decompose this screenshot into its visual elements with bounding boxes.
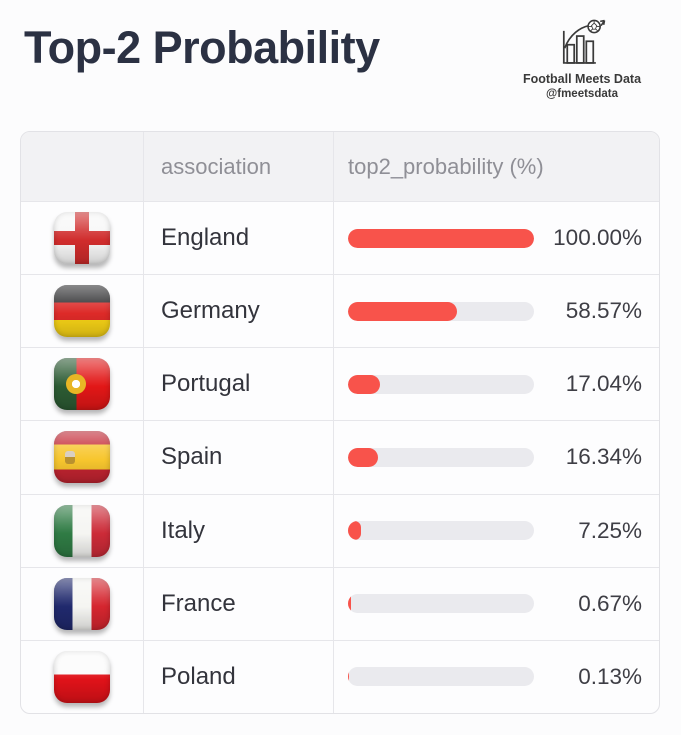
- flag-cell: [21, 494, 144, 567]
- header-association-column: association: [144, 132, 334, 201]
- table-row-germany: Germany 58.57%: [21, 274, 659, 348]
- probability-value: 16.34%: [565, 444, 642, 470]
- brand-handle: @fmeetsdata: [546, 88, 618, 100]
- poland-flag-icon: [54, 650, 110, 703]
- table-row-poland: Poland 0.13%: [21, 639, 659, 713]
- association-cell: Italy: [144, 494, 334, 567]
- association-name: Italy: [161, 516, 206, 544]
- probability-bar-track: [348, 301, 534, 321]
- flag-cell: [21, 348, 144, 421]
- probability-bar-fill: [348, 301, 457, 321]
- probability-bar-fill: [348, 594, 351, 614]
- probability-bar-fill: [348, 447, 379, 467]
- association-name: Germany: [161, 297, 260, 325]
- probability-value: 0.13%: [578, 663, 642, 689]
- france-flag-icon: [54, 577, 110, 630]
- flag-cell: [21, 567, 144, 640]
- association-name: Poland: [161, 662, 236, 690]
- germany-flag-icon: [54, 285, 110, 338]
- probability-bar-fill: [348, 521, 362, 541]
- brand-logo: Football Meets Data @fmeetsdata: [497, 18, 667, 100]
- association-cell: Portugal: [144, 348, 334, 421]
- probability-cell: 0.13%: [334, 641, 659, 713]
- probability-value: 58.57%: [565, 298, 642, 324]
- bar-chart-football-icon: [562, 19, 606, 64]
- probability-bar-track: [348, 228, 534, 248]
- portugal-flag-icon: [54, 358, 110, 411]
- probability-bar-fill: [348, 228, 534, 248]
- association-cell: Poland: [144, 640, 334, 713]
- probability-bar-fill: [348, 374, 380, 394]
- probability-bar-track: [348, 447, 534, 467]
- flag-cell: [21, 421, 144, 494]
- association-cell: France: [144, 567, 334, 640]
- page-title: Top-2 Probability: [24, 22, 380, 73]
- table-row-spain: Spain 16.34%: [21, 420, 659, 494]
- probability-cell: 0.67%: [334, 568, 659, 640]
- header-probability-column: top2_probability (%): [334, 132, 659, 201]
- association-name: Portugal: [161, 370, 251, 398]
- table-row-portugal: Portugal 17.04%: [21, 347, 659, 421]
- spain-flag-icon: [54, 431, 110, 484]
- flag-cell: [21, 275, 144, 348]
- probability-bar-track: [348, 374, 534, 394]
- england-flag-icon: [54, 212, 110, 265]
- association-cell: England: [144, 202, 334, 275]
- probability-bar-track: [348, 521, 534, 541]
- probability-cell: 58.57%: [334, 275, 659, 347]
- table-row-italy: Italy 7.25%: [21, 493, 659, 567]
- association-name: Spain: [161, 443, 223, 471]
- table-header-row: association top2_probability (%): [21, 132, 659, 201]
- probability-bar-track: [348, 594, 534, 614]
- flag-cell: [21, 640, 144, 713]
- association-name: France: [161, 589, 236, 617]
- brand-name: Football Meets Data: [522, 72, 642, 86]
- probability-bar-track: [348, 667, 534, 687]
- probability-value: 7.25%: [578, 517, 642, 543]
- table-row-france: France 0.67%: [21, 566, 659, 640]
- probability-value: 0.67%: [578, 590, 642, 616]
- page-header: Top-2 Probability Football Meets Data @f…: [0, 0, 681, 131]
- probability-cell: 17.04%: [334, 348, 659, 420]
- header-flag-column: [21, 132, 144, 201]
- probability-cell: 100.00%: [334, 202, 659, 274]
- association-name: England: [161, 224, 250, 252]
- association-cell: Germany: [144, 275, 334, 348]
- association-header-label: association: [161, 153, 272, 179]
- probability-value: 17.04%: [565, 371, 642, 397]
- table-row-england: England 100.00%: [21, 201, 659, 275]
- probability-value: 100.00%: [553, 225, 642, 251]
- flag-cell: [21, 202, 144, 275]
- association-cell: Spain: [144, 421, 334, 494]
- probability-table: association top2_probability (%) England…: [20, 131, 660, 714]
- italy-flag-icon: [54, 504, 110, 557]
- probability-cell: 16.34%: [334, 421, 659, 493]
- probability-header-label: top2_probability (%): [348, 153, 544, 179]
- probability-cell: 7.25%: [334, 495, 659, 567]
